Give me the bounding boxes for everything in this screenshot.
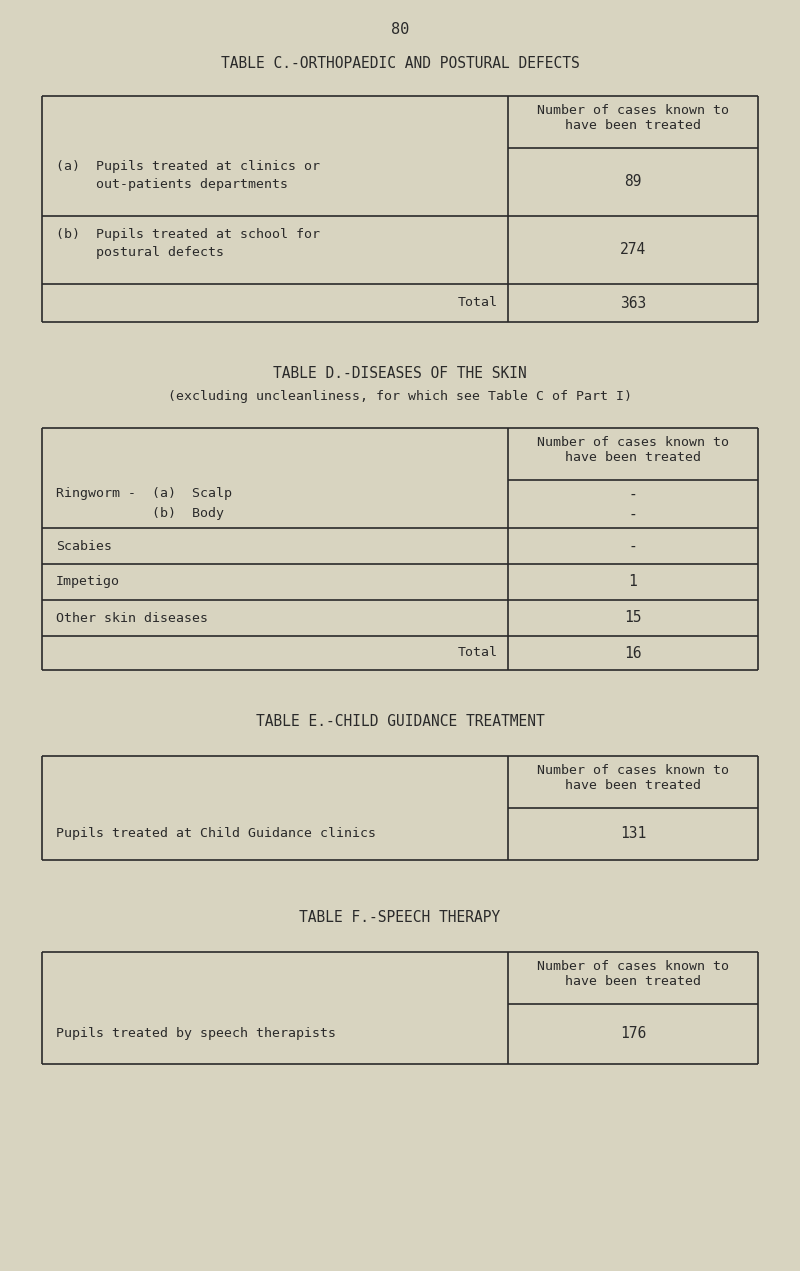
Text: Other skin diseases: Other skin diseases — [56, 611, 208, 624]
Text: 80: 80 — [391, 22, 409, 37]
Text: TABLE D.-DISEASES OF THE SKIN: TABLE D.-DISEASES OF THE SKIN — [273, 366, 527, 381]
Text: out-patients departments: out-patients departments — [56, 178, 288, 191]
Text: 1: 1 — [629, 574, 638, 590]
Text: Impetigo: Impetigo — [56, 576, 120, 588]
Text: Number of cases known to
have been treated: Number of cases known to have been treat… — [537, 764, 729, 792]
Text: Pupils treated at Child Guidance clinics: Pupils treated at Child Guidance clinics — [56, 827, 376, 840]
Text: TABLE E.-CHILD GUIDANCE TREATMENT: TABLE E.-CHILD GUIDANCE TREATMENT — [256, 714, 544, 730]
Text: 89: 89 — [624, 174, 642, 189]
Text: 274: 274 — [620, 243, 646, 258]
Text: Number of cases known to
have been treated: Number of cases known to have been treat… — [537, 436, 729, 464]
Text: 176: 176 — [620, 1027, 646, 1041]
Text: Pupils treated by speech therapists: Pupils treated by speech therapists — [56, 1027, 336, 1041]
Text: 131: 131 — [620, 826, 646, 841]
Text: (excluding uncleanliness, for which see Table C of Part I): (excluding uncleanliness, for which see … — [168, 390, 632, 403]
Text: Total: Total — [458, 647, 498, 660]
Text: TABLE C.-ORTHOPAEDIC AND POSTURAL DEFECTS: TABLE C.-ORTHOPAEDIC AND POSTURAL DEFECT… — [221, 56, 579, 71]
Text: Scabies: Scabies — [56, 539, 112, 553]
Text: -: - — [629, 507, 638, 521]
Text: 363: 363 — [620, 295, 646, 310]
Text: 16: 16 — [624, 646, 642, 661]
Text: Number of cases known to
have been treated: Number of cases known to have been treat… — [537, 960, 729, 988]
Text: Ringworm -  (a)  Scalp: Ringworm - (a) Scalp — [56, 488, 232, 501]
Text: 15: 15 — [624, 610, 642, 625]
Text: TABLE F.-SPEECH THERAPY: TABLE F.-SPEECH THERAPY — [299, 910, 501, 925]
Text: -: - — [629, 539, 638, 553]
Text: -: - — [629, 487, 638, 502]
Text: Number of cases known to
have been treated: Number of cases known to have been treat… — [537, 104, 729, 132]
Text: (a)  Pupils treated at clinics or: (a) Pupils treated at clinics or — [56, 160, 320, 173]
Text: (b)  Pupils treated at school for: (b) Pupils treated at school for — [56, 228, 320, 241]
Text: (b)  Body: (b) Body — [56, 507, 224, 521]
Text: Total: Total — [458, 296, 498, 310]
Text: postural defects: postural defects — [56, 247, 224, 259]
